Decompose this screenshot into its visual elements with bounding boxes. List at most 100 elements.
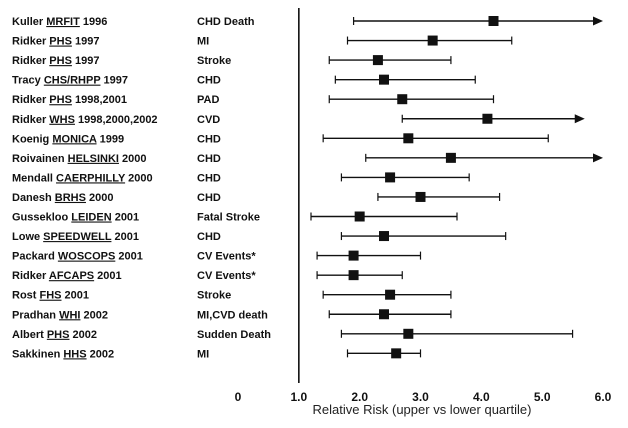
study-year: 1996 [80, 16, 108, 28]
study-year: 2001 [111, 231, 139, 243]
study-name: LEIDEN [71, 212, 111, 224]
study-author: Sakkinen [12, 348, 63, 360]
point-estimate [385, 172, 396, 183]
endpoint-label: Stroke [197, 55, 231, 67]
point-estimate [403, 328, 414, 339]
endpoint-label: CV Events* [197, 270, 256, 282]
x-tick-label: 5.0 [534, 390, 551, 404]
study-label: Tracy CHS/RHPP 1997 [12, 75, 128, 87]
study-row: Ridker WHS 1998,2000,2002 CVD [12, 113, 585, 126]
study-year: 2002 [80, 309, 108, 321]
endpoint-label: Stroke [197, 290, 231, 302]
study-label: Ridker PHS 1997 [12, 55, 99, 67]
study-label: Sakkinen HHS 2002 [12, 348, 114, 360]
point-estimate [379, 309, 389, 320]
endpoint-label: MI [197, 36, 209, 48]
study-row: Albert PHS 2002 Sudden Death [12, 328, 574, 341]
study-name: WHI [59, 309, 80, 321]
study-year: 2001 [112, 212, 140, 224]
point-estimate [385, 289, 396, 300]
study-year: 2000 [119, 153, 147, 165]
study-row: Rost FHS 2001 Stroke [12, 289, 452, 302]
endpoint-label: CHD [197, 153, 221, 165]
point-estimate [445, 152, 456, 163]
study-year: 1998,2001 [72, 94, 127, 106]
study-author: Ridker [12, 94, 49, 106]
study-row: Danesh BRHS 2000 CHD [12, 191, 501, 204]
endpoint-label: PAD [197, 94, 219, 106]
point-estimate [354, 211, 365, 222]
study-year: 2000 [125, 172, 153, 184]
study-author: Ridker [12, 114, 49, 126]
study-author: Albert [12, 329, 47, 341]
study-row: Ridker PHS 1997 MI [12, 35, 513, 48]
study-year: 2001 [62, 290, 90, 302]
study-author: Lowe [12, 231, 43, 243]
x-axis-label: Relative Risk (upper vs lower quartile) [313, 402, 532, 417]
study-name: WOSCOPS [58, 251, 115, 263]
study-row: Ridker AFCAPS 2001 CV Events* [12, 270, 403, 282]
study-row: Pradhan WHI 2002 MI,CVD death [12, 309, 452, 321]
ci-arrowhead [593, 16, 603, 26]
study-name: CAERPHILLY [56, 172, 126, 184]
study-name: AFCAPS [49, 270, 94, 282]
study-label: Ridker WHS 1998,2000,2002 [12, 114, 158, 126]
study-author: Mendall [12, 172, 56, 184]
study-year: 1997 [72, 36, 100, 48]
point-estimate [348, 250, 359, 261]
study-label: Ridker PHS 1998,2001 [12, 94, 127, 106]
x-tick-label: 0 [235, 390, 242, 404]
study-label: Pradhan WHI 2002 [12, 309, 108, 321]
point-estimate [348, 270, 359, 281]
endpoint-label: CHD [197, 231, 221, 243]
endpoint-label: CV Events* [197, 251, 256, 263]
study-year: 2001 [115, 251, 143, 263]
point-estimate [488, 16, 499, 26]
endpoint-label: CHD [197, 75, 221, 87]
study-author: Kuller [12, 16, 46, 28]
study-row: Tracy CHS/RHPP 1997 CHD [12, 74, 476, 87]
endpoint-label: Fatal Stroke [197, 212, 260, 224]
study-label: Albert PHS 2002 [12, 329, 97, 341]
study-name: HELSINKI [68, 153, 119, 165]
endpoint-label: CHD [197, 192, 221, 204]
study-author: Gussekloo [12, 212, 71, 224]
study-name: WHS [49, 114, 75, 126]
study-author: Roivainen [12, 153, 68, 165]
x-tick-label: 1.0 [290, 390, 307, 404]
study-label: Roivainen HELSINKI 2000 [12, 153, 147, 165]
study-row: Roivainen HELSINKI 2000 CHD [12, 152, 603, 165]
study-label: Ridker AFCAPS 2001 [12, 270, 122, 282]
study-label: Mendall CAERPHILLY 2000 [12, 172, 153, 184]
study-label: Ridker PHS 1997 [12, 36, 99, 48]
study-name: PHS [47, 329, 70, 341]
study-label: Kuller MRFIT 1996 [12, 16, 107, 28]
study-label: Danesh BRHS 2000 [12, 192, 114, 204]
study-author: Koenig [12, 133, 52, 145]
study-row: Gussekloo LEIDEN 2001 Fatal Stroke [12, 211, 458, 224]
study-author: Tracy [12, 75, 44, 87]
rows-layer: Kuller MRFIT 1996 CHD Death Ridker PHS 199… [12, 16, 603, 360]
study-name: PHS [49, 94, 72, 106]
endpoint-label: Sudden Death [197, 329, 271, 341]
study-name: PHS [49, 55, 72, 67]
endpoint-label: CVD [197, 114, 220, 126]
study-year: 1997 [72, 55, 100, 67]
endpoint-label: CHD [197, 133, 221, 145]
study-author: Ridker [12, 270, 49, 282]
study-row: Lowe SPEEDWELL 2001 CHD [12, 231, 507, 243]
study-label: Packard WOSCOPS 2001 [12, 251, 143, 263]
endpoint-label: CHD Death [197, 16, 255, 28]
study-author: Pradhan [12, 309, 59, 321]
point-estimate [372, 55, 383, 66]
study-label: Rost FHS 2001 [12, 290, 89, 302]
x-tick-label: 4.0 [473, 390, 490, 404]
endpoint-label: MI,CVD death [197, 309, 268, 321]
study-row: Koenig MONICA 1999 CHD [12, 133, 549, 145]
point-estimate [397, 94, 408, 105]
study-year: 1997 [100, 75, 128, 87]
study-name: FHS [40, 290, 62, 302]
study-name: HHS [63, 348, 86, 360]
study-row: Packard WOSCOPS 2001 CV Events* [12, 250, 422, 263]
endpoint-label: CHD [197, 172, 221, 184]
